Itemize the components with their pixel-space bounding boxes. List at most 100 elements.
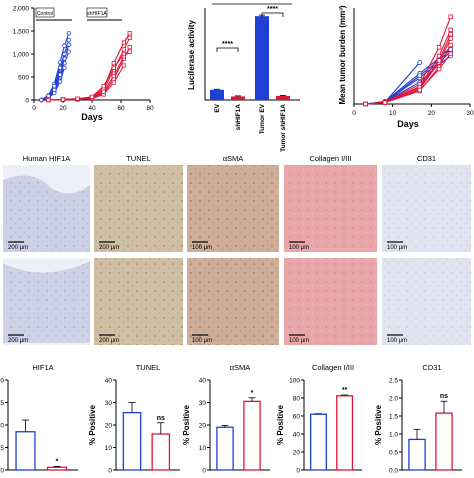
burden-xtick-label: 20 [428, 110, 436, 117]
burden-point [448, 27, 453, 33]
growth-chart: 0 500 1,000 1,500 2,000 0 20 40 60 80 Days Contr… [13, 5, 154, 122]
scale-bar-label: 100 µm [289, 338, 309, 344]
histology-tissue [284, 165, 377, 252]
growth-point [39, 97, 44, 103]
growth-point [121, 51, 126, 57]
burden-point [363, 101, 368, 107]
scale-bar-label: 200 µm [8, 338, 28, 344]
histology-tissue [187, 165, 279, 252]
quant-ytick-label: 2.0 [389, 395, 398, 402]
quant-significance: ns [440, 393, 448, 400]
burden-point [448, 51, 453, 57]
luciferase-bar [255, 16, 269, 100]
quant-ytick-label: 1.0 [389, 431, 398, 438]
growth-point [62, 43, 67, 48]
burden-y-label: Mean tumor burden (mm³) [338, 5, 347, 104]
quantification-charts: HIF1A 0 5 10 15 20 * TUNEL 0 10 20 30 40 % Positive ns… [0, 363, 462, 474]
histology-tissue [94, 258, 183, 345]
scale-bar-label: 100 µm [192, 245, 212, 251]
luciferase-significance: **** [222, 41, 233, 48]
quant-ytick-label: 2.5 [389, 377, 398, 384]
burden-point [436, 58, 442, 63]
quant-bar [122, 411, 142, 471]
growth-point [111, 65, 116, 70]
quant-bar [243, 400, 261, 471]
burden-point [448, 31, 453, 37]
luciferase-bar [210, 89, 224, 100]
growth-point [101, 84, 106, 89]
growth-point [60, 97, 66, 102]
growth-point [57, 65, 63, 70]
luciferase-chart: Luciferase activity EV shHIF1A Tumor EV Tum… [187, 3, 300, 152]
burden-point [417, 73, 423, 79]
luciferase-significance: **** [267, 6, 278, 13]
scale-bar-label: 200 µm [8, 245, 28, 251]
histology-tissue [284, 258, 377, 345]
burden-point [436, 66, 442, 72]
quant-y-label: % Positive [374, 404, 383, 445]
quant-ytick-label: 0 [0, 467, 4, 474]
growth-legend-shhif1a: shHIF1A [86, 7, 122, 21]
histology-column-title: CD31 [417, 154, 436, 163]
histology-tissue [382, 258, 471, 345]
growth-ytick-label: 500 [18, 74, 29, 81]
burden-point [417, 87, 422, 93]
quant-ytick-label: 0 [202, 467, 206, 474]
quant-ytick-label: 15 [0, 400, 4, 407]
quant-significance: ** [342, 387, 348, 394]
luciferase-y-label: Luciferase activity [187, 20, 196, 90]
growth-point [57, 79, 63, 84]
quant-title: Collagen I/III [312, 363, 354, 372]
quant-ytick-label: 30 [105, 400, 113, 407]
quant-ytick-label: 0.0 [389, 467, 398, 474]
scale-bar-label: 200 µm [99, 245, 119, 251]
growth-point [52, 83, 57, 89]
growth-point [66, 42, 71, 47]
growth-ytick-label: 2,000 [13, 5, 30, 12]
luciferase-bracket [261, 12, 284, 17]
burden-xtick-label: 10 [389, 110, 397, 117]
quant-title: αSMA [230, 363, 251, 372]
growth-xtick-label: 0 [32, 105, 36, 112]
burden-point [417, 60, 423, 65]
quant-ytick-label: 40 [293, 431, 301, 438]
growth-point [121, 47, 126, 52]
luciferase-category-label: Tumor shHIF1A [280, 104, 287, 152]
histology-tissue [3, 261, 90, 343]
quant-y-label: % Positive [88, 404, 97, 445]
growth-point [46, 97, 51, 103]
quant-ytick-label: 20 [0, 377, 4, 384]
quant-bar [310, 413, 327, 471]
growth-point [127, 45, 132, 50]
growth-point [127, 49, 132, 54]
growth-point [66, 31, 71, 36]
histology-column-title: Human HIF1A [23, 154, 71, 163]
luciferase-bar [276, 95, 290, 100]
growth-point [111, 61, 116, 66]
quant-ytick-label: 5 [0, 445, 4, 452]
quant-title: CD31 [422, 363, 441, 372]
growth-ytick-label: 0 [25, 97, 29, 104]
burden-point [436, 45, 442, 50]
quant-ytick-label: 80 [293, 395, 301, 402]
growth-point [89, 94, 95, 99]
quant-ytick-label: 0 [108, 467, 112, 474]
growth-point [46, 93, 51, 99]
quant-title: TUNEL [136, 363, 161, 372]
quant-ytick-label: 10 [0, 422, 4, 429]
growth-xtick-label: 80 [146, 105, 154, 112]
growth-point [121, 40, 126, 45]
growth-point [101, 89, 106, 94]
quant-ytick-label: 60 [293, 413, 301, 420]
luciferase-bar [231, 96, 245, 100]
luciferase-category-label: EV [214, 103, 221, 112]
growth-point [62, 65, 67, 70]
burden-xtick-label: 30 [466, 110, 474, 117]
growth-x-label: Days [81, 112, 103, 122]
quant-bar [15, 431, 36, 471]
quant-bar [46, 466, 68, 471]
histology-column-title: Collagen I/III [309, 154, 351, 163]
luciferase-category-label: shHIF1A [235, 104, 242, 131]
quant-significance: ns [157, 415, 165, 422]
growth-point [66, 38, 71, 43]
